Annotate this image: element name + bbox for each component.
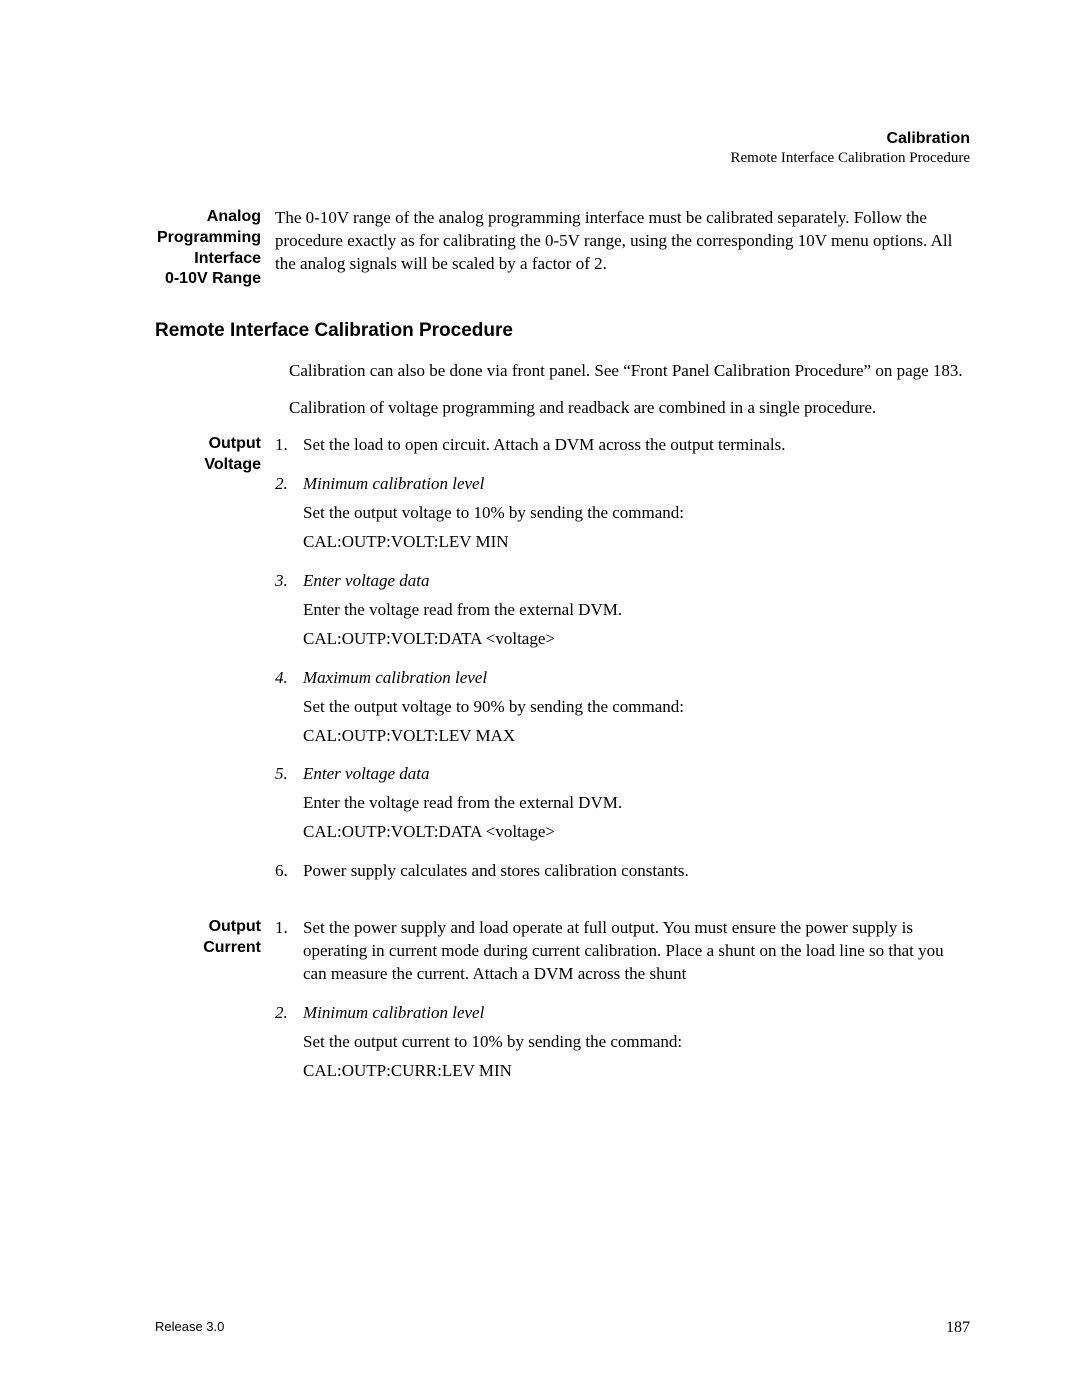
step-content: Power supply calculates and stores calib… [303, 860, 970, 893]
analog-section: Analog Programming Interface 0-10V Range… [155, 207, 970, 290]
step-number: 1. [275, 434, 303, 457]
voltage-side-label: Output Voltage [155, 434, 275, 476]
step-line: Power supply calculates and stores calib… [303, 860, 970, 883]
list-item: 6.Power supply calculates and stores cal… [275, 860, 970, 893]
label-line: Analog [155, 207, 261, 228]
step-number: 5. [275, 763, 303, 786]
step-line: Set the output voltage to 10% by sending… [303, 502, 970, 525]
voltage-section: Output Voltage 1.Set the load to open ci… [155, 434, 970, 899]
current-section: Output Current 1.Set the power supply an… [155, 917, 970, 1099]
step-line: Enter the voltage read from the external… [303, 792, 970, 815]
step-number: 3. [275, 570, 303, 593]
analog-body: The 0-10V range of the analog programmin… [275, 207, 970, 276]
step-line: CAL:OUTP:VOLT:DATA <voltage> [303, 628, 970, 651]
intro-p1: Calibration can also be done via front p… [289, 360, 970, 383]
label-line: Output [155, 434, 261, 455]
step-content: Set the load to open circuit. Attach a D… [303, 434, 970, 467]
page: Calibration Remote Interface Calibration… [0, 0, 1080, 1397]
list-item: 1.Set the power supply and load operate … [275, 917, 970, 996]
step-content: Enter voltage data Enter the voltage read… [303, 570, 970, 661]
step-number: 2. [275, 473, 303, 496]
step-line: Enter the voltage read from the external… [303, 599, 970, 622]
list-item: 4.Maximum calibration level Set the outpu… [275, 667, 970, 758]
step-line: Set the power supply and load operate at… [303, 917, 970, 986]
step-line: Set the output voltage to 90% by sending… [303, 696, 970, 719]
label-line: Voltage [155, 455, 261, 476]
current-side-label: Output Current [155, 917, 275, 959]
list-item: 3.Enter voltage data Enter the voltage re… [275, 570, 970, 661]
label-line: Programming [155, 228, 261, 249]
step-content: Minimum calibration level Set the output … [303, 1002, 970, 1093]
step-number: 6. [275, 860, 303, 883]
current-list: 1.Set the power supply and load operate … [275, 917, 970, 1093]
step-title: Maximum calibration level [303, 667, 970, 690]
step-line: CAL:OUTP:VOLT:DATA <voltage> [303, 821, 970, 844]
step-title: Enter voltage data [303, 763, 970, 786]
list-item: 2.Minimum calibration level Set the outpu… [275, 473, 970, 564]
step-number: 4. [275, 667, 303, 690]
intro-p2: Calibration of voltage programming and r… [289, 397, 970, 420]
current-body: 1.Set the power supply and load operate … [275, 917, 970, 1099]
step-line: CAL:OUTP:VOLT:LEV MIN [303, 531, 970, 554]
step-line: Set the load to open circuit. Attach a D… [303, 434, 970, 457]
voltage-body: 1.Set the load to open circuit. Attach a… [275, 434, 970, 899]
label-line: Interface [155, 249, 261, 270]
step-line: Set the output current to 10% by sending… [303, 1031, 970, 1054]
step-content: Enter voltage data Enter the voltage read… [303, 763, 970, 854]
intro-block: Calibration can also be done via front p… [289, 360, 970, 420]
step-number: 1. [275, 917, 303, 940]
voltage-list: 1.Set the load to open circuit. Attach a… [275, 434, 970, 893]
step-line: CAL:OUTP:CURR:LEV MIN [303, 1060, 970, 1083]
list-item: 1.Set the load to open circuit. Attach a… [275, 434, 970, 467]
step-number: 2. [275, 1002, 303, 1025]
header-title: Calibration [155, 130, 970, 148]
step-content: Minimum calibration level Set the output … [303, 473, 970, 564]
header-subtitle: Remote Interface Calibration Procedure [155, 150, 970, 167]
step-content: Set the power supply and load operate at… [303, 917, 970, 996]
section-heading: Remote Interface Calibration Procedure [155, 320, 970, 342]
step-line: CAL:OUTP:VOLT:LEV MAX [303, 725, 970, 748]
label-line: Output [155, 917, 261, 938]
step-title: Minimum calibration level [303, 1002, 970, 1025]
page-footer: Release 3.0 187 [155, 1319, 970, 1337]
step-title: Enter voltage data [303, 570, 970, 593]
list-item: 5.Enter voltage data Enter the voltage re… [275, 763, 970, 854]
label-line: Current [155, 938, 261, 959]
footer-release: Release 3.0 [155, 1319, 224, 1337]
footer-page: 187 [946, 1319, 970, 1337]
page-header: Calibration Remote Interface Calibration… [155, 130, 970, 167]
analog-side-label: Analog Programming Interface 0-10V Range [155, 207, 275, 290]
label-line: 0-10V Range [155, 269, 261, 290]
step-content: Maximum calibration level Set the output … [303, 667, 970, 758]
list-item: 2.Minimum calibration level Set the outpu… [275, 1002, 970, 1093]
step-title: Minimum calibration level [303, 473, 970, 496]
